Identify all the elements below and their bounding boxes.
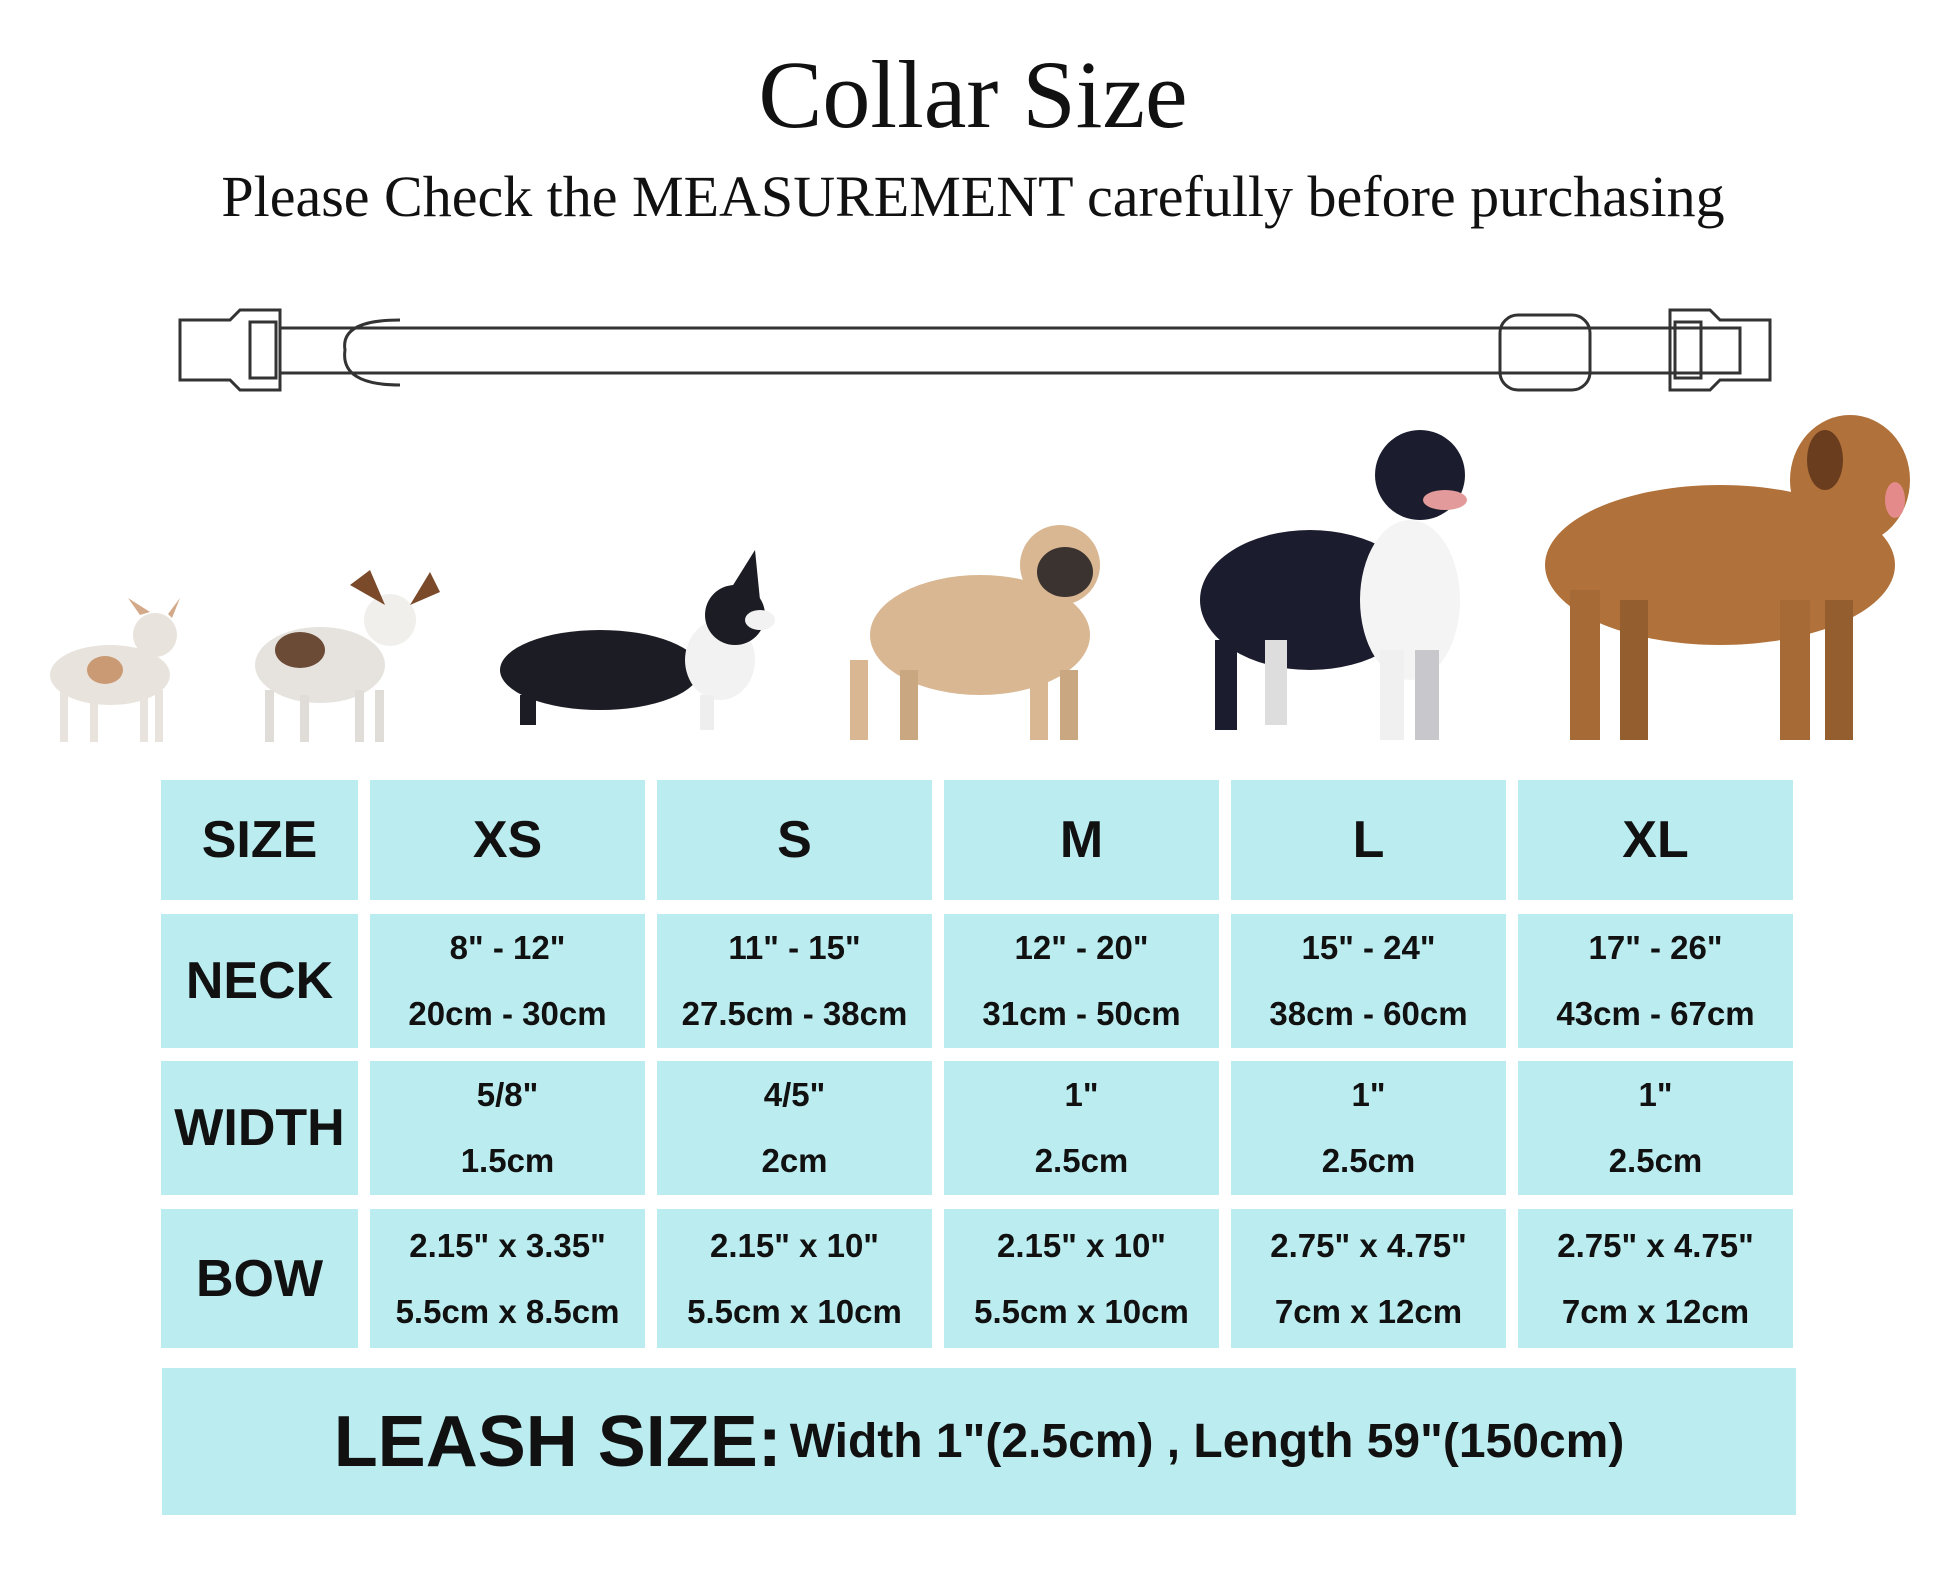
page-title: Collar Size	[758, 41, 1188, 148]
size-label: M	[1059, 811, 1104, 869]
metric-value: 1.5cm	[460, 1142, 555, 1179]
table-cell: 2.75" x 4.75" 7cm x 12cm	[1518, 1209, 1793, 1348]
table-cell: 11" - 15" 27.5cm - 38cm	[657, 914, 932, 1048]
australian-shepherd-icon	[1200, 430, 1467, 740]
table-cell: 17" - 26" 43cm - 67cm	[1518, 914, 1793, 1048]
row-label: WIDTH	[174, 1099, 345, 1157]
table-cell: 8" - 12" 20cm - 30cm	[370, 914, 645, 1048]
table-cell: 5/8" 1.5cm	[370, 1061, 645, 1195]
metric-value: 2.5cm	[1608, 1142, 1703, 1179]
row-label: NECK	[185, 952, 334, 1010]
imperial-value: 15" - 24"	[1301, 929, 1436, 966]
imperial-value: 5/8"	[476, 1076, 539, 1113]
header-cell-s: S	[657, 780, 932, 900]
table-cell: 2.75" x 4.75" 7cm x 12cm	[1231, 1209, 1506, 1348]
row-label-bow: BOW	[161, 1209, 358, 1348]
table-cell: 4/5" 2cm	[657, 1061, 932, 1195]
metric-value: 7cm x 12cm	[1274, 1292, 1463, 1330]
table-cell: 15" - 24" 38cm - 60cm	[1231, 914, 1506, 1048]
size-label: XL	[1622, 811, 1689, 869]
size-label: XS	[472, 811, 543, 869]
imperial-value: 1"	[1064, 1076, 1099, 1113]
briard-icon	[1545, 415, 1910, 740]
header-cell-size: SIZE	[161, 780, 358, 900]
imperial-value: 12" - 20"	[1014, 929, 1149, 966]
leash-size-label: LEASH SIZE:	[333, 1401, 782, 1482]
metric-value: 2.5cm	[1321, 1142, 1416, 1179]
metric-value: 5.5cm x 10cm	[687, 1292, 902, 1330]
metric-value: 27.5cm - 38cm	[681, 995, 908, 1032]
header-cell-xl: XL	[1518, 780, 1793, 900]
table-cell: 1" 2.5cm	[944, 1061, 1219, 1195]
size-label: L	[1352, 811, 1385, 869]
table-cell: 2.15" x 3.35" 5.5cm x 8.5cm	[370, 1209, 645, 1348]
chihuahua-icon	[50, 598, 180, 742]
table-cell: 2.15" x 10" 5.5cm x 10cm	[944, 1209, 1219, 1348]
imperial-value: 1"	[1638, 1076, 1673, 1113]
imperial-value: 2.75" x 4.75"	[1557, 1226, 1754, 1264]
imperial-value: 2.75" x 4.75"	[1270, 1226, 1467, 1264]
table-cell: 12" - 20" 31cm - 50cm	[944, 914, 1219, 1048]
imperial-value: 2.15" x 10"	[997, 1226, 1166, 1264]
papillon-icon	[255, 570, 440, 742]
row-label: BOW	[195, 1249, 324, 1308]
header-label: SIZE	[201, 811, 318, 869]
size-label: S	[777, 811, 812, 869]
imperial-value: 1"	[1351, 1076, 1386, 1113]
imperial-value: 8" - 12"	[449, 929, 566, 966]
metric-value: 20cm - 30cm	[408, 995, 607, 1032]
imperial-value: 4/5"	[763, 1076, 826, 1113]
imperial-value: 17" - 26"	[1588, 929, 1723, 966]
metric-value: 2.5cm	[1034, 1142, 1129, 1179]
leash-size-text: Width 1"(2.5cm) , Length 59"(150cm)	[789, 1415, 1625, 1468]
header-cell-m: M	[944, 780, 1219, 900]
dog-illustrations	[50, 415, 1910, 742]
table-cell: 2.15" x 10" 5.5cm x 10cm	[657, 1209, 932, 1348]
metric-value: 5.5cm x 10cm	[974, 1292, 1189, 1330]
row-label-neck: NECK	[161, 914, 358, 1048]
metric-value: 5.5cm x 8.5cm	[395, 1292, 620, 1330]
metric-value: 31cm - 50cm	[982, 995, 1181, 1032]
metric-value: 2cm	[761, 1142, 828, 1179]
imperial-value: 11" - 15"	[728, 929, 861, 966]
pug-icon	[850, 525, 1100, 740]
metric-value: 43cm - 67cm	[1556, 995, 1755, 1032]
table-cell: 1" 2.5cm	[1231, 1061, 1506, 1195]
metric-value: 38cm - 60cm	[1269, 995, 1468, 1032]
imperial-value: 2.15" x 10"	[710, 1226, 879, 1264]
row-label-width: WIDTH	[161, 1061, 358, 1195]
collar-illustration	[178, 308, 1772, 392]
table-cell: 1" 2.5cm	[1518, 1061, 1793, 1195]
corgi-icon	[500, 550, 775, 730]
leash-size-banner: LEASH SIZE: Width 1"(2.5cm) , Length 59"…	[162, 1368, 1796, 1515]
page-subtitle: Please Check the MEASUREMENT carefully b…	[221, 164, 1725, 229]
header-cell-l: L	[1231, 780, 1506, 900]
header-cell-xs: XS	[370, 780, 645, 900]
imperial-value: 2.15" x 3.35"	[409, 1226, 606, 1264]
metric-value: 7cm x 12cm	[1561, 1292, 1750, 1330]
